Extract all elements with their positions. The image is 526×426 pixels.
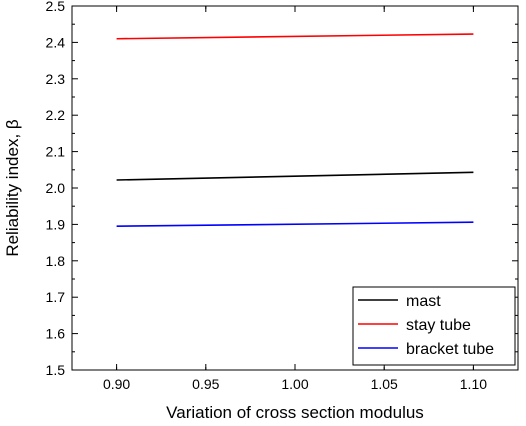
y-axis-ticks: 1.5 1.6 1.7 1.8 1.9 2.0 2.1 2.2 2.3 2.4 2.5	[46, 0, 518, 378]
y-tick-label: 2.1	[46, 144, 66, 160]
y-tick-label: 2.0	[46, 180, 66, 196]
series-lines	[116, 33, 474, 228]
series-line-mast	[116, 171, 474, 181]
legend-label-mast: mast	[406, 293, 441, 310]
y-tick-label: 2.2	[46, 107, 66, 123]
x-tick-label: 0.95	[192, 376, 219, 392]
series-line-stay-tube	[116, 33, 474, 40]
legend-items: mast stay tube bracket tube	[358, 293, 494, 358]
y-tick-label: 1.7	[46, 289, 66, 305]
y-tick-label: 1.8	[46, 253, 66, 269]
y-axis-title: Reliability index, β	[3, 119, 22, 257]
y-tick-label: 1.9	[46, 216, 66, 232]
series-line-bracket-tube	[116, 221, 474, 228]
legend-label-bracket-tube: bracket tube	[406, 341, 494, 358]
legend-label-stay-tube: stay tube	[406, 317, 471, 334]
x-tick-label: 0.90	[103, 376, 130, 392]
y-tick-label: 1.5	[46, 362, 66, 378]
x-axis-ticks: 0.90 0.95 1.00 1.05 1.10	[103, 6, 487, 392]
x-axis-title: Variation of cross section modulus	[166, 403, 424, 422]
y-tick-label: 2.5	[46, 0, 66, 14]
y-tick-label: 2.3	[46, 71, 66, 87]
x-tick-label: 1.05	[371, 376, 398, 392]
x-tick-label: 1.10	[460, 376, 487, 392]
y-tick-label: 2.4	[46, 34, 66, 50]
y-tick-label: 1.6	[46, 326, 66, 342]
x-tick-label: 1.00	[281, 376, 308, 392]
legend: mast stay tube bracket tube	[352, 286, 516, 366]
